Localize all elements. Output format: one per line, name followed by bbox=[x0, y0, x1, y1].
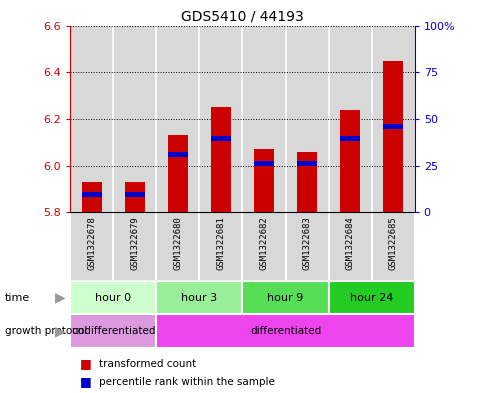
Text: time: time bbox=[5, 293, 30, 303]
Bar bbox=[242, 26, 285, 212]
Text: hour 9: hour 9 bbox=[267, 293, 303, 303]
Bar bbox=[297, 152, 316, 212]
Text: ▶: ▶ bbox=[55, 291, 65, 305]
Text: GSM1322680: GSM1322680 bbox=[173, 216, 182, 270]
Bar bbox=[242, 212, 285, 281]
Text: hour 24: hour 24 bbox=[349, 293, 393, 303]
Bar bbox=[156, 26, 199, 212]
Bar bbox=[254, 149, 273, 212]
Bar bbox=[168, 152, 187, 157]
Text: GSM1322684: GSM1322684 bbox=[345, 216, 354, 270]
Bar bbox=[156, 314, 414, 348]
Bar bbox=[328, 281, 414, 314]
Bar bbox=[113, 26, 156, 212]
Bar bbox=[285, 26, 328, 212]
Text: growth protocol: growth protocol bbox=[5, 326, 87, 336]
Bar bbox=[211, 107, 230, 212]
Bar bbox=[70, 212, 113, 281]
Text: GDS5410 / 44193: GDS5410 / 44193 bbox=[181, 10, 303, 24]
Bar bbox=[328, 212, 371, 281]
Bar bbox=[199, 212, 242, 281]
Bar bbox=[82, 182, 101, 212]
Text: percentile rank within the sample: percentile rank within the sample bbox=[99, 377, 275, 387]
Bar bbox=[371, 26, 414, 212]
Bar bbox=[125, 192, 144, 197]
Bar bbox=[70, 281, 156, 314]
Bar bbox=[383, 124, 402, 129]
Text: GSM1322682: GSM1322682 bbox=[259, 216, 268, 270]
Text: transformed count: transformed count bbox=[99, 359, 197, 369]
Text: ▶: ▶ bbox=[55, 324, 65, 338]
Text: GSM1322683: GSM1322683 bbox=[302, 216, 311, 270]
Bar bbox=[328, 26, 371, 212]
Text: hour 0: hour 0 bbox=[95, 293, 131, 303]
Text: hour 3: hour 3 bbox=[181, 293, 217, 303]
Text: ■: ■ bbox=[80, 357, 91, 370]
Bar bbox=[340, 136, 359, 141]
Bar bbox=[156, 212, 199, 281]
Text: undifferentiated: undifferentiated bbox=[71, 326, 155, 336]
Bar bbox=[211, 136, 230, 141]
Bar bbox=[242, 281, 328, 314]
Bar bbox=[340, 110, 359, 212]
Text: GSM1322681: GSM1322681 bbox=[216, 216, 225, 270]
Bar bbox=[82, 192, 101, 197]
Bar bbox=[285, 212, 328, 281]
Text: GSM1322679: GSM1322679 bbox=[130, 216, 139, 270]
Bar bbox=[113, 212, 156, 281]
Bar bbox=[254, 161, 273, 166]
Text: ■: ■ bbox=[80, 375, 91, 388]
Bar bbox=[371, 212, 414, 281]
Bar bbox=[297, 161, 316, 166]
Bar bbox=[70, 314, 156, 348]
Bar bbox=[70, 26, 113, 212]
Bar bbox=[156, 281, 242, 314]
Bar bbox=[383, 61, 402, 212]
Text: GSM1322685: GSM1322685 bbox=[388, 216, 397, 270]
Bar bbox=[168, 135, 187, 212]
Text: differentiated: differentiated bbox=[249, 326, 320, 336]
Bar bbox=[125, 182, 144, 212]
Bar bbox=[199, 26, 242, 212]
Text: GSM1322678: GSM1322678 bbox=[87, 216, 96, 270]
